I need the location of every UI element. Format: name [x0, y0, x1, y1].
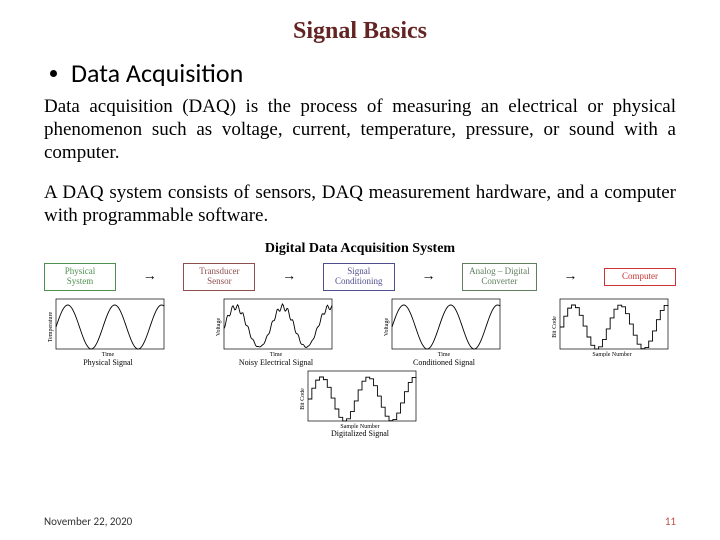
footer-page-number: 11: [665, 515, 676, 528]
arrow-right-icon: →: [421, 269, 435, 285]
slide-footer: November 22, 2020 11: [0, 515, 720, 528]
chart-caption: Physical Signal: [48, 358, 168, 367]
diagram-box: TransducerSensor: [183, 263, 255, 291]
paragraph-1: Data acquisition (DAQ) is the process of…: [0, 93, 720, 165]
svg-text:Time: Time: [270, 352, 283, 357]
diagram-box: Analog – DigitalConverter: [462, 263, 537, 291]
diagram-charts-row: Time Temperature Physical Signal Time Vo…: [44, 297, 676, 367]
bullet-text: Data Acquisition: [71, 57, 243, 89]
arrow-right-icon: →: [563, 269, 577, 285]
diagram-boxes-row: PhysicalSystem → TransducerSensor → SignalCo…: [44, 263, 676, 291]
signal-chart: Time Voltage Noisy Electrical Signal: [216, 297, 336, 367]
footer-date: November 22, 2020: [44, 515, 132, 528]
signal-chart: Time Voltage Conditioned Signal: [384, 297, 504, 367]
digitized-caption: Digitalized Signal: [295, 429, 425, 438]
bullet-heading: Data Acquisition: [0, 45, 720, 93]
svg-text:Bit Code: Bit Code: [300, 388, 306, 410]
slide-title: Signal Basics: [0, 0, 720, 45]
svg-text:Temperature: Temperature: [48, 311, 54, 342]
svg-text:Time: Time: [102, 352, 115, 357]
daq-diagram: Digital Data Acquisition System Physical…: [44, 241, 676, 438]
svg-text:Time: Time: [438, 352, 451, 357]
svg-text:Sample Number: Sample Number: [340, 424, 379, 429]
signal-chart: Time Temperature Physical Signal: [48, 297, 168, 367]
paragraph-2: A DAQ system consists of sensors, DAQ me…: [0, 179, 720, 227]
svg-text:Voltage: Voltage: [384, 317, 390, 336]
digitized-chart-wrap: Sample Number Bit Code Digitalized Signa…: [295, 369, 425, 438]
arrow-right-icon: →: [143, 269, 157, 285]
diagram-box: PhysicalSystem: [44, 263, 116, 291]
svg-text:Sample Number: Sample Number: [592, 352, 631, 357]
signal-chart: Sample Number Bit Code: [552, 297, 672, 367]
bullet-dot-icon: [50, 70, 57, 77]
svg-text:Voltage: Voltage: [216, 317, 222, 336]
arrow-right-icon: →: [282, 269, 296, 285]
chart-caption: Conditioned Signal: [384, 358, 504, 367]
diagram-title: Digital Data Acquisition System: [44, 241, 676, 257]
diagram-box: SignalConditioning: [323, 263, 395, 291]
diagram-box: Computer: [604, 268, 676, 286]
chart-caption: Noisy Electrical Signal: [216, 358, 336, 367]
svg-text:Bit Code: Bit Code: [552, 316, 558, 338]
